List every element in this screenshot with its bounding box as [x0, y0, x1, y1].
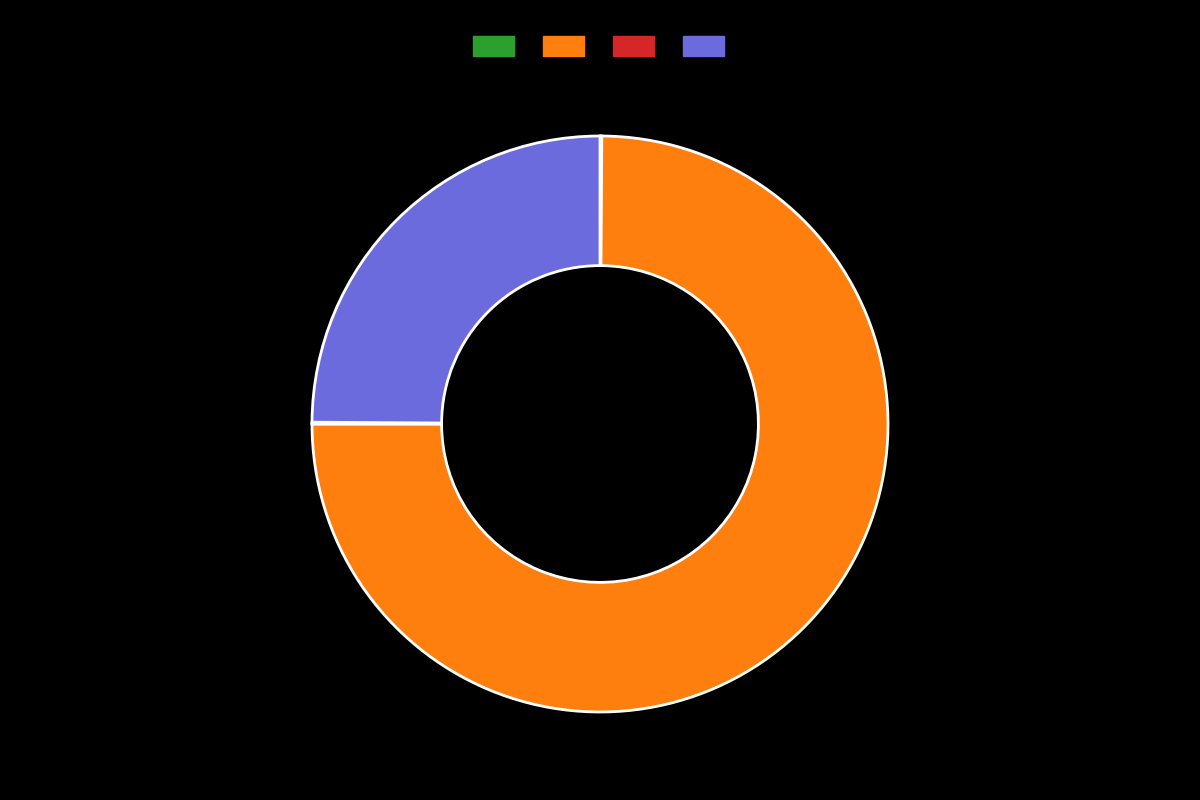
- Wedge shape: [312, 422, 442, 424]
- Wedge shape: [600, 136, 602, 266]
- Legend: , , , : , , ,: [466, 29, 734, 62]
- Wedge shape: [312, 136, 888, 712]
- Wedge shape: [312, 136, 600, 423]
